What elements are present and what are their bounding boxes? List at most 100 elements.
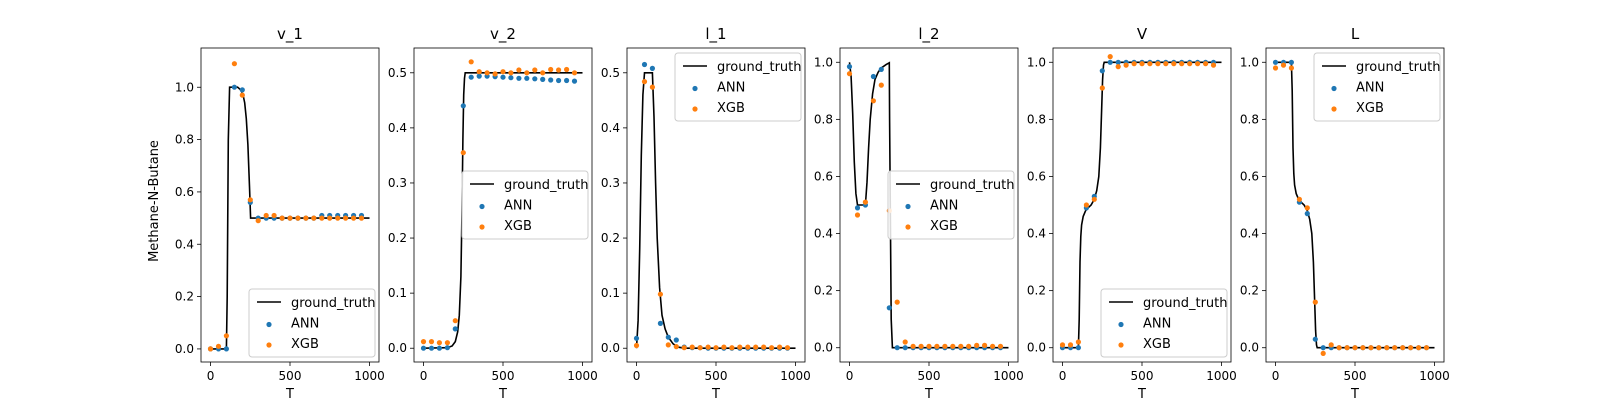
plot-area bbox=[207, 61, 370, 352]
point-XGB bbox=[1131, 61, 1137, 67]
point-ANN bbox=[878, 66, 884, 72]
point-XGB bbox=[665, 342, 671, 348]
point-XGB bbox=[1163, 61, 1169, 67]
legend: ground_truth ANN XGB bbox=[461, 170, 589, 240]
point-XGB bbox=[1416, 345, 1422, 351]
y-tick-label: 0.6 bbox=[1240, 169, 1259, 183]
x-tick-label: 1000 bbox=[354, 369, 385, 383]
point-XGB bbox=[1360, 345, 1366, 351]
point-XGB bbox=[641, 79, 648, 85]
legend-label-ANN: ANN bbox=[717, 81, 745, 96]
y-tick-label: 0.2 bbox=[1027, 284, 1046, 298]
point-XGB bbox=[1147, 61, 1153, 67]
legend-marker-XGB bbox=[1331, 106, 1337, 112]
figure-ylabel: Methane-N-Butane bbox=[147, 140, 162, 262]
point-XGB bbox=[311, 215, 317, 221]
point-ANN bbox=[870, 73, 877, 80]
point-XGB bbox=[460, 150, 466, 156]
point-XGB bbox=[231, 61, 237, 67]
point-XGB bbox=[846, 71, 853, 77]
legend-label-ANN: ANN bbox=[291, 317, 319, 332]
point-ANN bbox=[657, 320, 664, 326]
point-XGB bbox=[926, 343, 932, 349]
legend-box bbox=[887, 170, 1015, 240]
plot-area bbox=[1272, 59, 1435, 356]
y-tick-label: 0.0 bbox=[1240, 341, 1259, 355]
point-ANN bbox=[665, 334, 671, 340]
y-tick-label: 0.4 bbox=[175, 237, 194, 251]
point-ANN bbox=[428, 345, 435, 351]
legend-label-XGB: XGB bbox=[1356, 101, 1384, 116]
point-XGB bbox=[492, 71, 498, 77]
point-XGB bbox=[1400, 345, 1406, 351]
point-XGB bbox=[862, 199, 869, 205]
point-XGB bbox=[207, 346, 214, 352]
point-ANN bbox=[540, 76, 546, 82]
point-ANN bbox=[1099, 68, 1105, 74]
point-XGB bbox=[918, 343, 924, 349]
point-ANN bbox=[532, 76, 538, 82]
point-XGB bbox=[1187, 61, 1193, 67]
point-XGB bbox=[351, 215, 357, 221]
point-XGB bbox=[902, 339, 908, 345]
point-ANN bbox=[500, 74, 506, 80]
plot-area bbox=[846, 61, 1009, 351]
point-ANN bbox=[1304, 211, 1310, 217]
point-XGB bbox=[540, 70, 546, 76]
legend-marker-XGB bbox=[266, 342, 272, 348]
x-tick-label: 1000 bbox=[780, 369, 811, 383]
plot-area bbox=[420, 59, 583, 351]
chart-panel-3: l_1 0 500 1000 0.0 0.1 0.2 0.3 0.4 0.5 Tground_tru… bbox=[601, 25, 811, 400]
point-XGB bbox=[1304, 205, 1310, 211]
x-axis-label: T bbox=[1137, 387, 1146, 400]
point-XGB bbox=[279, 215, 285, 221]
legend-marker-ANN bbox=[692, 85, 698, 92]
point-XGB bbox=[295, 215, 301, 221]
legend-box bbox=[674, 52, 802, 122]
point-ANN bbox=[1107, 59, 1113, 65]
point-ANN bbox=[854, 205, 861, 211]
point-ANN bbox=[564, 77, 570, 84]
point-XGB bbox=[1408, 345, 1414, 351]
point-XGB bbox=[476, 69, 482, 75]
point-XGB bbox=[1312, 299, 1318, 305]
y-tick-label: 0.2 bbox=[1240, 284, 1259, 298]
point-XGB bbox=[571, 70, 578, 76]
point-XGB bbox=[564, 66, 570, 73]
x-tick-label: 500 bbox=[705, 369, 728, 383]
point-XGB bbox=[1171, 61, 1177, 67]
point-XGB bbox=[990, 343, 996, 349]
axes-frame bbox=[1265, 47, 1445, 363]
legend-marker-ANN bbox=[905, 203, 911, 210]
point-XGB bbox=[689, 344, 695, 350]
axes-frame bbox=[839, 47, 1019, 363]
chart-panel-5: V 0 500 1000 0.0 0.2 0.4 0.6 0.8 1.0 Tground_truth… bbox=[1027, 25, 1237, 400]
point-XGB bbox=[239, 92, 245, 98]
y-tick-label: 0.2 bbox=[175, 290, 194, 304]
point-XGB bbox=[343, 215, 349, 221]
legend-label-ground_truth: ground_truth bbox=[717, 60, 802, 75]
x-tick-label: 1000 bbox=[1206, 369, 1237, 383]
point-XGB bbox=[1320, 350, 1326, 356]
y-tick-label: 0.5 bbox=[601, 66, 620, 80]
x-tick-label: 1000 bbox=[1419, 369, 1450, 383]
point-XGB bbox=[524, 70, 530, 76]
y-tick-label: 1.0 bbox=[1240, 55, 1259, 69]
point-XGB bbox=[878, 82, 884, 88]
y-tick-label: 1.0 bbox=[1027, 55, 1046, 69]
point-XGB bbox=[335, 215, 341, 221]
point-XGB bbox=[247, 197, 253, 203]
point-ANN bbox=[1312, 336, 1318, 342]
x-tick-label: 1000 bbox=[993, 369, 1024, 383]
legend-label-ground_truth: ground_truth bbox=[1356, 60, 1441, 75]
x-tick-label: 0 bbox=[846, 369, 854, 383]
legend-marker-ANN bbox=[266, 321, 272, 328]
point-XGB bbox=[1195, 61, 1201, 67]
point-XGB bbox=[556, 67, 562, 73]
point-XGB bbox=[500, 69, 506, 75]
y-tick-label: 0.2 bbox=[388, 231, 407, 245]
point-ANN bbox=[516, 75, 522, 81]
point-XGB bbox=[1376, 345, 1382, 351]
point-XGB bbox=[894, 299, 900, 305]
legend-label-ANN: ANN bbox=[930, 199, 958, 214]
